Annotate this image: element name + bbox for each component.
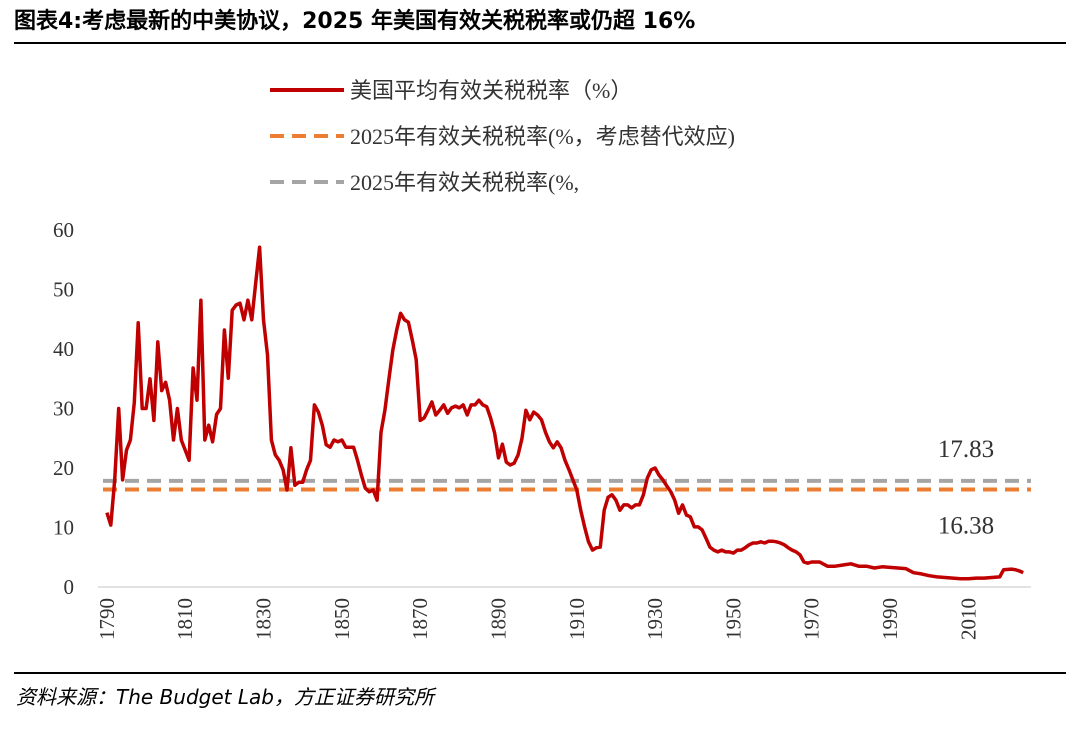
x-tick-label: 1990 — [878, 598, 902, 640]
x-tick-label: 1970 — [800, 598, 824, 640]
legend-label: 2025年有效关税税率(%，考虑替代效应) — [350, 124, 735, 149]
y-tick-label: 30 — [53, 397, 74, 421]
y-tick-label: 0 — [64, 575, 75, 599]
x-tick-label: 1890 — [486, 598, 510, 640]
data-line — [105, 245, 1024, 581]
x-tick-label: 1790 — [95, 598, 119, 640]
legend-label: 美国平均有效关税税率（%） — [350, 78, 632, 103]
x-tick-label: 1910 — [565, 598, 589, 640]
x-tick-label: 2010 — [956, 598, 980, 640]
y-tick-label: 20 — [53, 456, 74, 480]
reference-label: 17.83 — [938, 436, 994, 463]
x-tick-label: 1930 — [643, 598, 667, 640]
legend-label: 2025年有效关税税率(%, — [350, 170, 579, 195]
y-tick-label: 10 — [53, 516, 74, 540]
x-tick-label: 1950 — [721, 598, 745, 640]
y-tick-label: 60 — [53, 218, 74, 242]
y-tick-label: 40 — [53, 337, 74, 361]
chart-title: 图表4:考虑最新的中美协议，2025 年美国有效关税税率或仍超 16% — [14, 8, 695, 34]
source: 资料来源：The Budget Lab，方正证券研究所 — [16, 685, 437, 709]
x-tick-label: 1870 — [408, 598, 432, 640]
x-tick-label: 1810 — [173, 598, 197, 640]
x-tick-label: 1830 — [252, 598, 276, 640]
x-tick-label: 1850 — [330, 598, 354, 640]
reference-label: 16.38 — [938, 513, 994, 540]
y-tick-label: 50 — [53, 278, 74, 302]
